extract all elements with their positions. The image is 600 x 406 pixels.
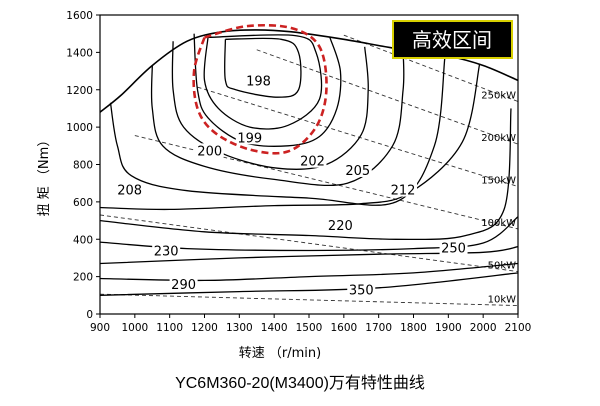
contour-label-bg [343,162,372,177]
contour-250 [100,246,518,265]
power-line [100,214,518,273]
contour-label-bg [169,276,198,291]
contour-label: 230 [154,244,179,259]
x-tick-label: 1000 [121,322,148,334]
contour-label: 212 [391,184,416,199]
power-line-label: 150kW [481,176,516,187]
contour-label-bg [439,240,468,255]
contour-198 [224,37,302,98]
contour-199 [203,34,323,130]
contour-202 [171,41,369,170]
contour-220 [100,108,512,241]
contour-label-bg [115,182,144,197]
y-tick-label: 1000 [66,122,93,134]
power-line-label: 200kW [481,133,516,144]
contour-label-bg [152,243,181,258]
y-tick-label: 1200 [66,85,93,97]
badge-label: 高效区间 [412,28,492,52]
contour-label: 250 [441,242,466,257]
contour-label: 200 [197,144,222,159]
contour-label: 350 [349,284,374,299]
y-axis-label: 扭 矩 （Nm） [37,134,52,217]
chart-title: YC6M360-20(M3400)万有特性曲线 [175,374,425,392]
contour-label: 205 [345,164,370,179]
high-efficiency-region [192,23,328,155]
power-line [343,34,518,102]
power-line-label: 50kW [488,261,517,272]
badge-background [392,20,513,59]
x-tick-label: 2000 [470,322,497,334]
contour-label: 198 [246,74,271,89]
x-tick-label: 900 [90,322,110,334]
x-tick-label: 2100 [505,322,532,334]
x-tick-label: 1400 [261,322,288,334]
contour-290 [100,262,518,282]
y-tick-label: 1600 [66,10,93,22]
contour-label-bg [298,153,327,168]
contour-label-bg [347,282,376,297]
contour-label-bg [195,143,224,158]
contour-205 [150,50,405,186]
y-tick-label: 0 [86,309,93,321]
power-line [256,49,518,145]
plot-area [100,29,518,307]
power-line-label: 100kW [481,218,516,229]
y-tick-label: 1400 [66,47,93,59]
x-tick-label: 1800 [400,322,427,334]
x-axis-label: 转速 （r/min) [239,346,321,361]
contour-label-bg [326,218,355,233]
y-tick-label: 800 [73,160,93,172]
highlight-badge: 高效区间 [392,20,513,59]
contour-212 [100,63,481,211]
power-line-label: 250kW [481,91,516,102]
contour-label-bg [389,182,418,197]
contour-label: 199 [237,131,262,146]
x-tick-label: 1200 [191,322,218,334]
axes: 10kW 50kW 100kW 150kW 200kW 250kW 198 199 200 202… [66,10,531,334]
x-tick-label: 1900 [435,322,462,334]
contour-208 [109,57,446,206]
contour-label: 290 [171,278,196,293]
x-tick-label: 1300 [226,322,253,334]
contour-label: 208 [117,184,142,199]
y-tick-label: 200 [73,272,93,284]
x-tick-label: 1600 [330,322,357,334]
x-tick-label: 1100 [156,322,183,334]
x-tick-label: 1500 [296,322,323,334]
contour-label-bg [244,73,273,88]
contour-label-bg [235,130,264,145]
y-tick-label: 600 [73,197,93,209]
x-tick-label: 1700 [365,322,392,334]
contour-label: 202 [300,155,325,170]
power-line-label: 10kW [488,295,517,306]
contour-350 [100,272,518,296]
contour-label: 220 [328,219,353,234]
y-tick-label: 400 [73,234,93,246]
contour-200 [193,33,342,147]
